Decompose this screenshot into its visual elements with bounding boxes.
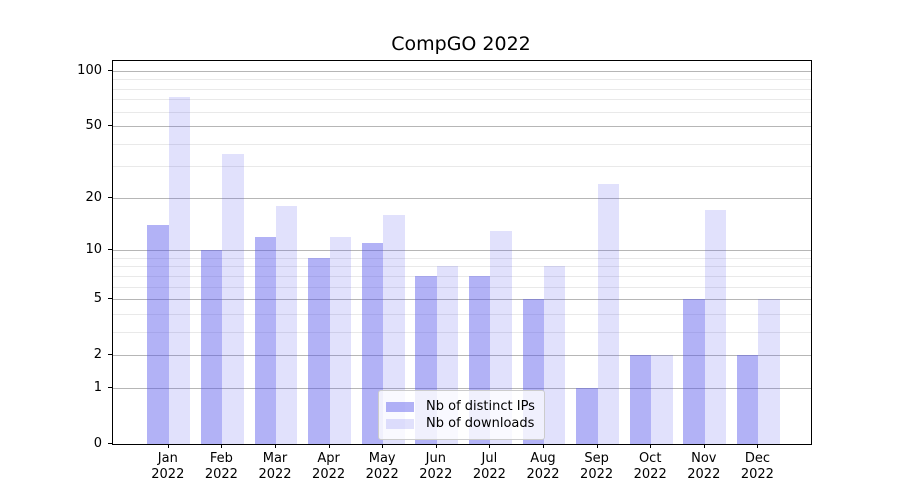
y-gridline-minor xyxy=(113,266,811,268)
y-tick-mark xyxy=(108,249,112,251)
y-gridline-major xyxy=(113,126,811,128)
y-gridline-minor xyxy=(113,331,811,333)
bar-downloads xyxy=(329,236,351,444)
y-gridline-minor xyxy=(113,257,811,259)
x-tick-mark xyxy=(435,444,437,448)
x-tick-label: Aug 2022 xyxy=(526,451,560,482)
y-tick-mark xyxy=(108,386,112,388)
legend-swatch-distinct-ips xyxy=(386,401,414,412)
y-tick-mark xyxy=(108,196,112,198)
y-gridline-minor xyxy=(113,111,811,113)
legend-label-downloads: Nb of downloads xyxy=(426,416,535,431)
x-tick-mark xyxy=(221,444,223,448)
x-tick-label: Feb 2022 xyxy=(204,451,238,482)
bar-distinct-ips xyxy=(361,243,384,444)
x-tick-label: Apr 2022 xyxy=(312,451,346,482)
plot-area xyxy=(112,60,812,445)
y-gridline-major xyxy=(113,355,811,357)
bar-distinct-ips xyxy=(308,257,330,444)
x-tick-mark xyxy=(275,444,276,448)
x-tick-label: Jul 2022 xyxy=(472,451,506,482)
y-gridline-major xyxy=(113,71,811,72)
x-tick-mark xyxy=(703,444,705,448)
bar-distinct-ips xyxy=(201,250,223,444)
y-tick-mark xyxy=(108,125,112,127)
x-tick-mark xyxy=(650,444,652,448)
y-gridline-major xyxy=(113,250,811,252)
legend-item-downloads: Nb of downloads xyxy=(386,415,544,432)
y-gridline-minor xyxy=(113,99,811,101)
bar-downloads xyxy=(651,355,673,444)
x-tick-mark xyxy=(543,444,544,448)
y-tick-mark xyxy=(108,443,112,444)
x-tick-label: Sep 2022 xyxy=(580,451,614,482)
bar-distinct-ips xyxy=(629,355,652,444)
y-gridline-major xyxy=(113,387,811,389)
bar-downloads xyxy=(704,210,727,444)
bar-distinct-ips xyxy=(576,387,598,444)
y-tick-label: 5 xyxy=(93,291,102,307)
bar-downloads xyxy=(383,215,405,444)
y-tick-mark xyxy=(108,298,112,300)
y-tick-label: 2 xyxy=(93,347,102,363)
y-gridline-minor xyxy=(113,286,811,288)
legend-item-distinct-ips: Nb of distinct IPs xyxy=(386,398,544,415)
bar-downloads xyxy=(544,266,566,444)
bar-distinct-ips xyxy=(254,236,276,444)
y-gridline-minor xyxy=(113,88,811,90)
bar-distinct-ips xyxy=(147,225,169,444)
x-tick-label: Dec 2022 xyxy=(740,451,774,482)
bar-downloads xyxy=(168,97,191,444)
chart-title: CompGO 2022 xyxy=(391,33,531,55)
y-gridline-minor xyxy=(113,275,811,277)
x-tick-label: May 2022 xyxy=(365,451,399,482)
y-tick-mark xyxy=(108,354,112,356)
x-tick-mark xyxy=(167,444,169,448)
y-tick-label: 1 xyxy=(93,379,102,395)
legend-swatch-downloads xyxy=(386,418,414,429)
y-gridline-minor xyxy=(113,79,811,81)
y-tick-label: 50 xyxy=(85,118,102,134)
bar-downloads xyxy=(276,206,298,444)
x-tick-mark xyxy=(596,444,598,448)
y-gridline-minor xyxy=(113,313,811,315)
x-tick-mark xyxy=(489,444,491,448)
x-tick-label: Mar 2022 xyxy=(258,451,292,482)
x-tick-mark xyxy=(382,444,384,448)
y-tick-label: 0 xyxy=(93,436,102,451)
y-gridline-minor xyxy=(113,166,811,168)
x-tick-mark xyxy=(328,444,330,448)
y-gridline-minor xyxy=(113,143,811,145)
y-tick-label: 20 xyxy=(85,189,102,205)
y-gridline-major xyxy=(113,197,811,199)
x-tick-label: Nov 2022 xyxy=(687,451,721,482)
y-tick-label: 10 xyxy=(85,242,102,258)
bar-distinct-ips xyxy=(737,355,759,444)
x-tick-label: Jun 2022 xyxy=(419,451,453,482)
x-tick-label: Jan 2022 xyxy=(151,451,185,482)
y-tick-mark xyxy=(108,70,112,71)
legend: Nb of distinct IPs Nb of downloads xyxy=(378,390,545,440)
bar-downloads xyxy=(758,299,780,444)
x-tick-label: Oct 2022 xyxy=(633,451,667,482)
bar-distinct-ips xyxy=(683,299,705,444)
bar-downloads xyxy=(597,183,619,444)
y-tick-label: 100 xyxy=(77,63,102,78)
legend-label-distinct-ips: Nb of distinct IPs xyxy=(426,399,535,414)
y-gridline-major xyxy=(113,299,811,301)
x-tick-mark xyxy=(757,444,759,448)
bar-downloads xyxy=(222,154,244,444)
